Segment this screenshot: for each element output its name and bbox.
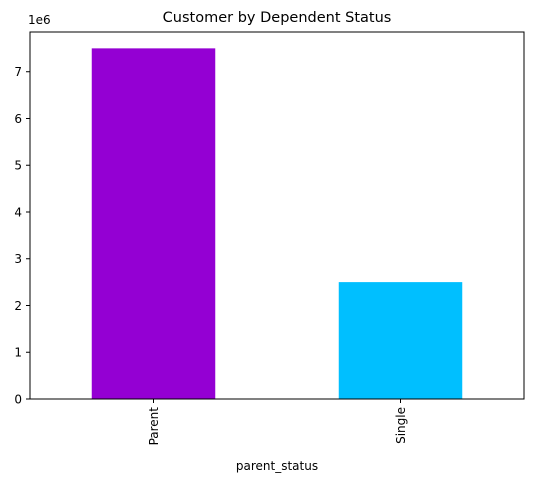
x-axis: Parent Single [147,399,408,445]
y-tick-label: 6 [14,112,22,126]
bar-single [338,282,463,399]
chart-title: Customer by Dependent Status [163,10,392,26]
y-tick-label: 7 [14,65,22,79]
y-tick-label: 2 [14,299,22,313]
y-tick-label: 3 [14,252,22,266]
y-tick-label: 5 [14,159,22,173]
x-tick-label-parent: Parent [147,407,161,446]
y-tick-label: 4 [14,205,22,219]
y-axis-offset-label: 1e6 [28,13,51,27]
bar-parent [91,48,216,399]
y-tick-label: 0 [14,393,22,407]
x-axis-label: parent_status [236,459,318,473]
y-tick-label: 1 [14,346,22,360]
plot-frame [29,31,525,400]
x-tick-label-single: Single [394,407,408,444]
bars [91,48,463,399]
y-axis: 0 1 2 3 4 5 6 7 [14,65,30,407]
